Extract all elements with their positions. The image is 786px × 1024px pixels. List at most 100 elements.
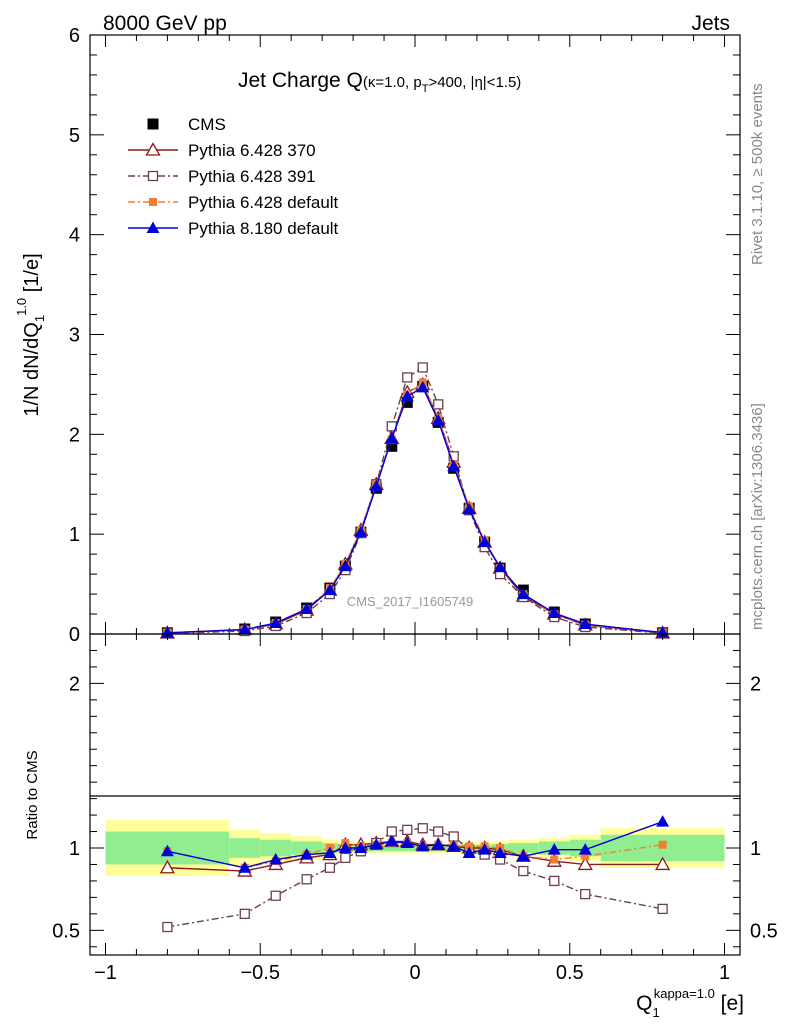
marker-py8def <box>447 839 461 852</box>
marker-py8def <box>462 502 476 515</box>
marker-py8def <box>160 626 174 638</box>
marker-py8def <box>462 846 476 858</box>
marker-py8def <box>300 848 314 860</box>
x-tick-label: 0 <box>409 962 420 984</box>
rivet-version-label: Rivet 3.1.10, ≥ 500k events <box>749 83 766 265</box>
legend-label-py370: Pythia 6.428 370 <box>188 141 316 160</box>
x-tick-label: −1 <box>94 962 117 984</box>
marker-cms <box>386 440 398 452</box>
x-tick-label: 0.5 <box>556 962 584 984</box>
marker-py6def <box>465 842 474 851</box>
legend-label-py391: Pythia 6.428 391 <box>188 167 316 186</box>
marker-py370 <box>159 859 175 874</box>
main-title-text: Jet Charge Q <box>238 69 363 92</box>
main-title-condition-subscript: T <box>422 83 429 95</box>
marker-py8def <box>447 459 461 472</box>
x-tick-label: 1 <box>719 962 730 984</box>
legend-marker-py8def <box>146 221 160 233</box>
marker-py8def <box>578 617 592 630</box>
band-green <box>260 839 292 857</box>
legend: CMS Pythia 6.428 370 Pythia 6.428 391 Pythi… <box>128 115 339 238</box>
x-label-superscript: kappa=1.0 <box>654 986 715 1001</box>
ratio-panel: 0.5 0.51 12 2−1 −0.5 0 0.5 1 Ratio to CMS Q1kap… <box>24 633 778 1020</box>
marker-py391 <box>239 908 250 919</box>
marker-py8def <box>516 849 530 862</box>
marker-py8def <box>323 846 337 858</box>
legend-label-py6def: Pythia 6.428 default <box>188 193 339 212</box>
band-green <box>384 844 400 852</box>
marker-py391 <box>324 862 336 873</box>
main-y-label-text: 1/N dN/dQ <box>21 322 43 416</box>
marker-py8def <box>338 841 352 853</box>
marker-py8def <box>431 413 445 426</box>
legend-marker-py6def <box>149 198 157 206</box>
marker-py391 <box>301 874 312 885</box>
marker-py8def <box>354 525 368 538</box>
marker-py8def <box>300 602 314 615</box>
header-energy-label: 8000 GeV pp <box>103 12 227 35</box>
main-chart-title: Jet Charge Q(κ=1.0, pT>400, |η|<1.5) <box>238 69 521 95</box>
marker-py370 <box>655 856 671 871</box>
ratio-x-axis-label: Q1 kappa=1.0 [e] <box>636 986 744 1020</box>
main-y-axis-label: 1/N dN/dQ11.0 [1/e] <box>14 253 47 416</box>
series-line-py8def <box>167 821 663 869</box>
marker-py8def <box>478 535 492 548</box>
main-axis-ticks: 0 1 2 3 4 5 6 <box>69 25 740 646</box>
marker-py391 <box>448 831 459 842</box>
ratio-y-tick-label-right: 1 <box>750 838 761 860</box>
main-y-tick-label: 1 <box>69 524 80 546</box>
marker-py8def <box>478 843 492 855</box>
marker-py6def <box>581 852 590 861</box>
marker-py8def <box>493 846 507 858</box>
marker-py8def <box>338 559 352 572</box>
main-y-tick-label: 6 <box>69 25 80 47</box>
marker-py8def <box>323 583 337 596</box>
marker-py8def <box>238 623 252 635</box>
marker-py8def <box>516 587 530 600</box>
header-process-label: Jets <box>691 12 730 35</box>
marker-py391 <box>580 888 591 900</box>
band-green <box>507 843 539 853</box>
x-label-unit: [e] <box>715 992 744 1015</box>
marker-py391 <box>549 875 560 887</box>
ratio-y-tick-label-right: 2 <box>750 673 761 695</box>
ratio-y-tick-label: 0.5 <box>52 920 80 942</box>
marker-py391 <box>270 890 281 901</box>
marker-py6def <box>550 855 559 864</box>
marker-py8def <box>385 834 399 847</box>
marker-py391 <box>417 362 428 373</box>
x-label-subscript: 1 <box>652 1005 659 1020</box>
ratio-y-tick-label-right: 0.5 <box>750 920 778 942</box>
marker-py8def <box>578 843 592 855</box>
marker-py8def <box>416 380 430 393</box>
marker-py8def <box>416 839 430 852</box>
marker-py8def <box>656 626 670 638</box>
main-y-tick-label: 5 <box>69 125 80 147</box>
legend-marker-py370 <box>145 142 161 156</box>
main-title-condition-end: >400, |η|<1.5) <box>428 74 521 91</box>
band-green <box>291 841 323 855</box>
marker-py8def <box>385 431 399 444</box>
main-series-group <box>159 362 671 639</box>
ratio-axis-ticks: 0.5 0.5 1 1 2 2 −1 −0.5 0 0.5 1 <box>52 634 778 984</box>
legend-marker-py391 <box>147 170 159 182</box>
marker-py391 <box>162 921 173 933</box>
ratio-series-group <box>159 815 671 933</box>
mcplots-citation-label: mcplots.cern.ch [arXiv:1306.3436] <box>749 403 766 630</box>
marker-py8def <box>400 389 414 402</box>
marker-py391 <box>340 852 351 864</box>
marker-py8def <box>400 836 414 849</box>
main-title-condition: (κ=1.0, p <box>363 74 422 91</box>
marker-py8def <box>369 838 383 850</box>
marker-py391 <box>402 824 413 836</box>
legend-label-cms: CMS <box>188 115 226 134</box>
marker-py391 <box>433 399 444 410</box>
main-y-label-superscript: 1.0 <box>14 298 29 316</box>
ratio-plot-frame <box>89 633 741 956</box>
marker-py8def <box>547 843 561 855</box>
marker-py370 <box>577 856 593 871</box>
ratio-y-axis-label: Ratio to CMS <box>24 750 41 839</box>
main-y-label-subscript: 1 <box>32 315 47 322</box>
marker-py8def <box>431 838 445 850</box>
